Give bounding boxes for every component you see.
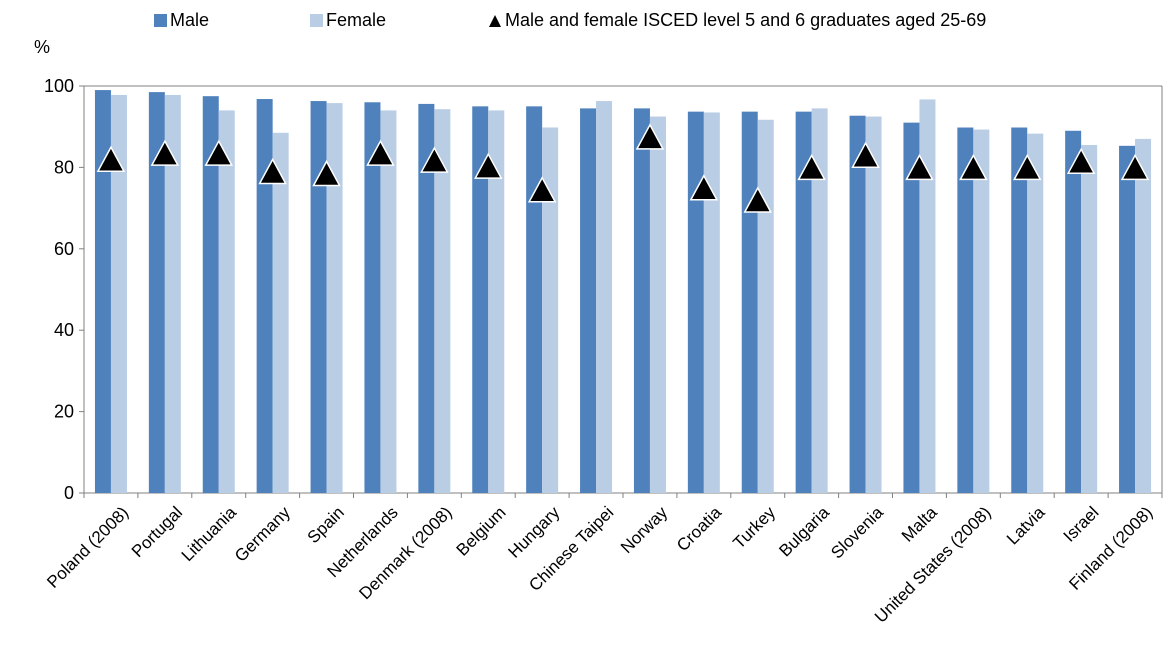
- y-tick-label: 100: [44, 76, 74, 96]
- marker-triangle: [527, 176, 557, 203]
- marker-triangle: [635, 123, 665, 150]
- marker-triangle: [473, 152, 503, 179]
- bar-male: [256, 99, 273, 494]
- legend-triangle-icon: [489, 15, 501, 27]
- y-tick-label: 60: [54, 239, 74, 259]
- marker-triangle: [258, 157, 287, 185]
- legend-label-male: Male: [170, 10, 209, 30]
- marker-triangle: [96, 145, 126, 173]
- bar-female: [596, 101, 613, 494]
- x-category-label: Slovenia: [827, 502, 887, 562]
- x-category-label: Norway: [617, 503, 672, 558]
- marker-triangle: [1066, 147, 1096, 175]
- y-tick-label: 20: [54, 402, 74, 422]
- bar-female: [542, 127, 559, 493]
- y-tick-label: 40: [54, 320, 74, 340]
- bar-female: [1135, 138, 1152, 493]
- marker-triangle: [204, 139, 234, 166]
- bar-female: [865, 116, 882, 494]
- y-tick-label: 0: [64, 483, 74, 503]
- markers: [96, 123, 1150, 213]
- bar-male: [1119, 145, 1136, 494]
- bar-female: [326, 103, 343, 494]
- bar-male: [849, 115, 866, 493]
- marker-triangle: [851, 141, 880, 168]
- bars: [94, 90, 1152, 494]
- bar-female: [973, 129, 990, 493]
- marker-triangle: [312, 159, 341, 187]
- marker-triangle: [150, 139, 180, 166]
- bar-male: [472, 106, 489, 493]
- bar-female: [164, 94, 181, 493]
- x-category-label: Malta: [898, 502, 941, 545]
- x-category-label: Belgium: [453, 503, 510, 560]
- legend-label-combined: Male and female ISCED level 5 and 6 grad…: [505, 10, 986, 30]
- bar-male: [1065, 130, 1082, 493]
- legend: Male Female Male and female ISCED level …: [154, 10, 986, 30]
- bar-male: [418, 103, 435, 494]
- marker-triangle: [743, 186, 773, 213]
- bar-male: [687, 111, 704, 494]
- bar-female: [1081, 145, 1098, 493]
- plot-area: [83, 85, 1163, 494]
- bar-female: [1027, 133, 1044, 493]
- x-category-label: Denmark (2008): [355, 503, 455, 603]
- bar-female: [434, 109, 451, 493]
- bar-female: [218, 110, 235, 494]
- x-category-label: Israel: [1060, 503, 1103, 546]
- legend-swatch-male: [154, 14, 167, 27]
- bar-male: [957, 127, 974, 493]
- bar-male: [364, 102, 381, 493]
- bar-male: [903, 122, 920, 493]
- bar-female: [703, 112, 720, 493]
- x-category-label: Latvia: [1003, 503, 1049, 549]
- bar-female: [649, 116, 666, 494]
- bar-male: [94, 90, 111, 493]
- bar-male: [148, 92, 165, 493]
- bar-female: [380, 110, 397, 494]
- y-tick-label: 80: [54, 157, 74, 177]
- bar-female: [272, 132, 289, 493]
- bar-male: [580, 108, 597, 493]
- x-category-label: Turkey: [729, 503, 779, 553]
- marker-triangle: [905, 153, 934, 181]
- x-category-label: Lithuania: [178, 503, 241, 566]
- marker-triangle: [959, 153, 988, 181]
- marker-triangle: [797, 153, 826, 181]
- bar-male: [526, 106, 543, 493]
- x-category-label: Bulgaria: [775, 502, 833, 560]
- bar-female: [919, 99, 936, 493]
- bar-male: [633, 108, 650, 493]
- bar-female: [811, 108, 828, 493]
- y-axis-label: %: [34, 37, 50, 57]
- bar-male: [741, 111, 758, 494]
- marker-triangle: [420, 146, 449, 173]
- marker-triangle: [689, 174, 719, 201]
- x-category-label: Spain: [304, 503, 348, 547]
- legend-swatch-female: [310, 14, 323, 27]
- marker-triangle: [1120, 153, 1150, 181]
- y-ticks: 0 20 40 60 80 100: [44, 76, 84, 503]
- x-category-label: Poland (2008): [43, 503, 132, 592]
- bar-male: [202, 96, 219, 494]
- x-category-label: Croatia: [673, 503, 726, 556]
- x-category-label: Germany: [231, 503, 294, 566]
- bar-male: [310, 101, 327, 494]
- bar-female: [110, 94, 127, 493]
- bar-male: [795, 111, 812, 494]
- marker-triangle: [1012, 153, 1042, 181]
- marker-triangle: [366, 139, 395, 166]
- bar-male: [1011, 127, 1028, 493]
- bar-female: [488, 110, 505, 494]
- legend-label-female: Female: [326, 10, 386, 30]
- bar-female: [757, 119, 774, 493]
